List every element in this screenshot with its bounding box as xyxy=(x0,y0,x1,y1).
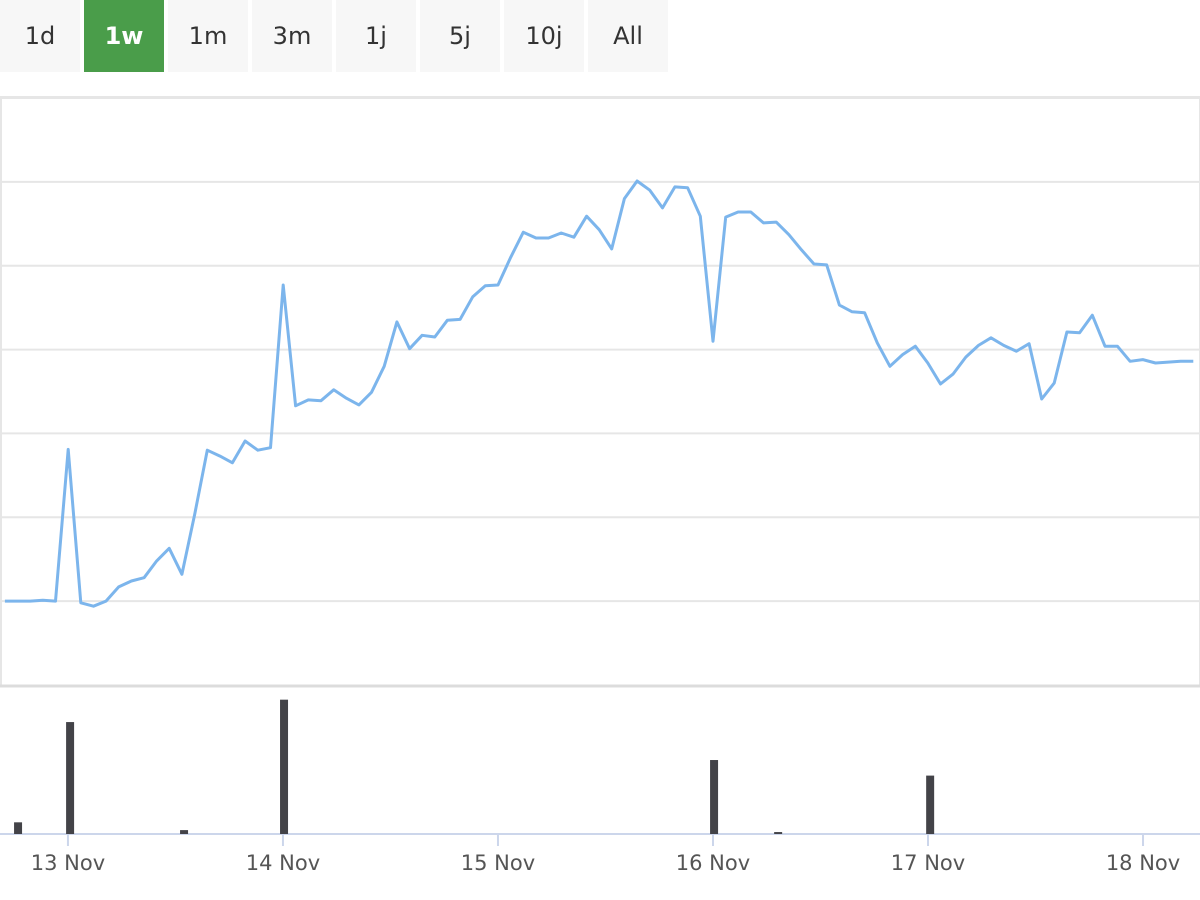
x-tick-label: 13 Nov xyxy=(31,851,105,875)
plot-frame xyxy=(0,96,1200,687)
x-tick-label: 18 Nov xyxy=(1106,851,1180,875)
volume-bar xyxy=(180,830,189,834)
price-line xyxy=(4,179,1194,608)
volume-bar xyxy=(66,722,75,834)
x-tick-label: 16 Nov xyxy=(676,851,750,875)
x-tick-label: 15 Nov xyxy=(461,851,535,875)
x-tick-label: 17 Nov xyxy=(891,851,965,875)
range-selector: 1d 1w 1m 3m 1j 5j 10j All xyxy=(0,0,668,72)
range-button[interactable]: 1m xyxy=(168,0,248,72)
range-button[interactable]: 1d xyxy=(0,0,80,72)
volume-bar xyxy=(280,699,289,834)
range-button[interactable]: 3m xyxy=(252,0,332,72)
range-button[interactable]: 1w xyxy=(84,0,164,72)
range-button[interactable]: 5j xyxy=(420,0,500,72)
range-button[interactable]: 1j xyxy=(336,0,416,72)
volume-bar xyxy=(774,832,783,834)
volume-bar xyxy=(14,822,23,834)
range-button[interactable]: 10j xyxy=(504,0,584,72)
x-tick-label: 14 Nov xyxy=(246,851,320,875)
volume-bar xyxy=(710,760,719,834)
volume-bar xyxy=(926,775,935,834)
range-button[interactable]: All xyxy=(588,0,668,72)
